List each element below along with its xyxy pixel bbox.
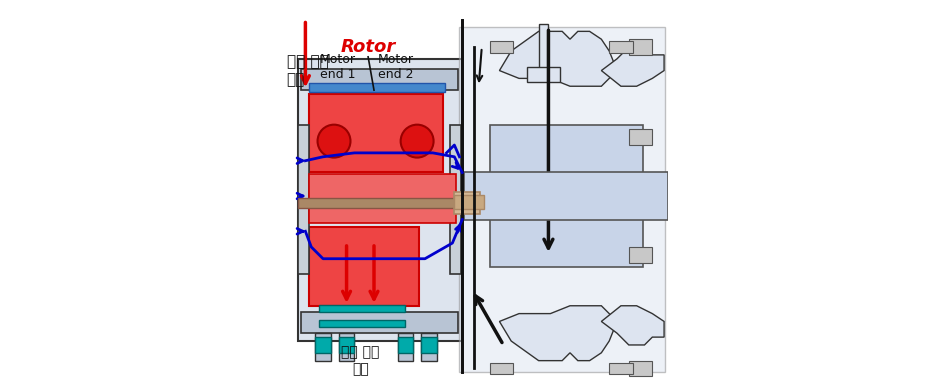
Bar [464, 172, 668, 220]
Bar [315, 333, 331, 361]
Bar [609, 41, 632, 53]
Circle shape [400, 125, 433, 158]
Bar [339, 337, 354, 353]
Bar [297, 125, 309, 274]
Bar [490, 363, 514, 374]
Bar [460, 27, 666, 372]
Bar [301, 69, 458, 90]
Bar [490, 125, 643, 267]
Bar [490, 41, 514, 53]
Text: Motor
end 1: Motor end 1 [320, 53, 356, 81]
Bar [629, 361, 652, 376]
Polygon shape [499, 306, 617, 361]
Bar [319, 320, 405, 327]
Bar [297, 59, 463, 341]
Bar [310, 94, 443, 172]
Bar [339, 333, 354, 361]
Polygon shape [499, 31, 617, 86]
Text: Rotor: Rotor [341, 38, 396, 56]
Bar [397, 333, 413, 361]
Bar [539, 24, 548, 71]
Bar [629, 129, 652, 145]
Bar [397, 337, 413, 353]
Bar [315, 337, 331, 353]
Polygon shape [601, 47, 664, 86]
Bar [450, 125, 462, 274]
Text: 외부 공기
유입: 외부 공기 유입 [287, 54, 329, 87]
Bar [527, 67, 560, 82]
Bar [310, 227, 419, 306]
Bar [297, 198, 478, 208]
Bar [421, 333, 437, 361]
Text: 모터 내부
몰딩: 모터 내부 몰딩 [341, 345, 379, 376]
Circle shape [317, 125, 350, 158]
Bar [421, 337, 437, 353]
Bar [629, 247, 652, 263]
Bar [310, 83, 445, 92]
Bar [301, 312, 458, 333]
Bar [629, 39, 652, 55]
Bar [319, 305, 405, 312]
Bar [454, 195, 483, 209]
Polygon shape [601, 306, 664, 345]
Text: Motor
end 2: Motor end 2 [378, 53, 413, 81]
Bar [609, 363, 632, 374]
Bar [454, 192, 480, 214]
Bar [310, 174, 456, 223]
